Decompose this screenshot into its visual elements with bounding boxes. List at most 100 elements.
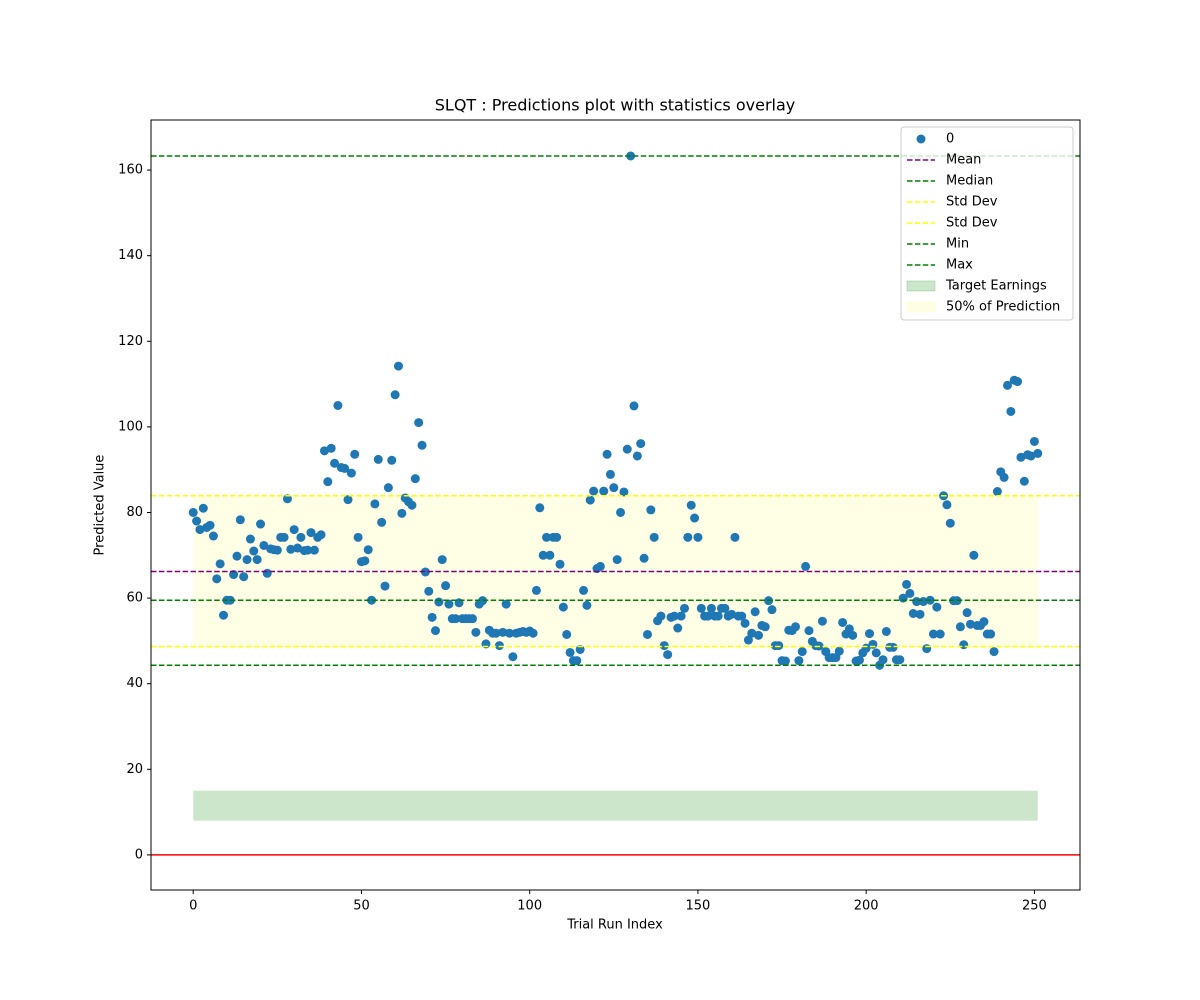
point bbox=[272, 545, 282, 555]
point bbox=[673, 623, 683, 633]
point bbox=[868, 639, 878, 649]
point bbox=[393, 361, 403, 371]
point bbox=[848, 630, 858, 640]
point bbox=[878, 655, 888, 665]
legend-marker bbox=[916, 134, 926, 144]
point bbox=[979, 617, 989, 627]
point bbox=[649, 532, 659, 542]
point bbox=[434, 597, 444, 607]
point bbox=[912, 597, 922, 607]
point bbox=[444, 599, 454, 609]
point bbox=[1002, 380, 1012, 390]
point bbox=[693, 532, 703, 542]
point bbox=[737, 611, 747, 621]
point bbox=[895, 655, 905, 665]
point bbox=[309, 545, 319, 555]
point bbox=[679, 603, 689, 613]
point bbox=[834, 646, 844, 656]
point bbox=[249, 546, 259, 556]
point bbox=[383, 483, 393, 493]
point bbox=[542, 532, 552, 542]
point bbox=[838, 617, 848, 627]
point bbox=[1029, 436, 1039, 446]
point bbox=[562, 629, 572, 639]
point bbox=[471, 627, 481, 637]
point bbox=[945, 518, 955, 528]
point bbox=[437, 555, 447, 565]
point bbox=[350, 449, 360, 459]
point bbox=[659, 641, 669, 651]
point bbox=[986, 629, 996, 639]
y-tick-label: 160 bbox=[118, 163, 143, 178]
point bbox=[545, 550, 555, 560]
point bbox=[932, 602, 942, 612]
point bbox=[1013, 377, 1023, 387]
point bbox=[794, 656, 804, 666]
y-tick-label: 20 bbox=[126, 762, 143, 777]
point bbox=[397, 508, 407, 518]
point bbox=[908, 609, 918, 619]
point bbox=[935, 629, 945, 639]
point bbox=[212, 574, 222, 584]
x-tick-label: 250 bbox=[1022, 899, 1047, 914]
legend-label: Max bbox=[946, 258, 973, 273]
point bbox=[1033, 448, 1043, 458]
point bbox=[646, 505, 656, 515]
x-axis-label: Trial Run Index bbox=[566, 918, 663, 933]
point bbox=[538, 550, 548, 560]
point bbox=[242, 555, 252, 565]
point bbox=[905, 588, 915, 598]
point bbox=[918, 597, 928, 607]
point bbox=[245, 534, 255, 544]
point bbox=[915, 609, 925, 619]
point bbox=[306, 528, 316, 538]
point bbox=[256, 519, 266, 529]
point bbox=[706, 603, 716, 613]
point bbox=[343, 495, 353, 505]
x-tick-label: 100 bbox=[517, 899, 542, 914]
point bbox=[363, 545, 373, 555]
point bbox=[1006, 406, 1016, 416]
point bbox=[760, 622, 770, 632]
point bbox=[552, 532, 562, 542]
point bbox=[219, 610, 229, 620]
y-tick-label: 80 bbox=[126, 505, 143, 520]
point bbox=[602, 449, 612, 459]
point bbox=[420, 567, 430, 577]
point bbox=[289, 525, 299, 535]
point bbox=[639, 553, 649, 563]
point bbox=[595, 561, 605, 571]
point bbox=[565, 647, 575, 657]
point bbox=[902, 579, 912, 589]
legend-label: Std Dev bbox=[946, 195, 998, 210]
point bbox=[922, 644, 932, 654]
point bbox=[720, 603, 730, 613]
x-tick-label: 50 bbox=[353, 899, 370, 914]
point bbox=[797, 647, 807, 657]
point bbox=[232, 551, 242, 561]
point bbox=[208, 531, 218, 541]
point bbox=[427, 612, 437, 622]
point bbox=[663, 650, 673, 660]
x-tick-label: 0 bbox=[189, 899, 197, 914]
point bbox=[881, 626, 891, 636]
chart-title: SLQT : Predictions plot with statistics … bbox=[435, 96, 796, 115]
point bbox=[373, 454, 383, 464]
point bbox=[622, 444, 632, 454]
point bbox=[817, 616, 827, 626]
point bbox=[999, 472, 1009, 482]
point bbox=[669, 611, 679, 621]
legend-label: 0 bbox=[946, 132, 954, 147]
point bbox=[451, 614, 461, 624]
axes-frame bbox=[150, 119, 1081, 891]
point bbox=[585, 495, 595, 505]
point bbox=[198, 503, 208, 513]
y-tick-label: 40 bbox=[126, 676, 143, 691]
point bbox=[780, 656, 790, 666]
point bbox=[215, 559, 225, 569]
point bbox=[727, 609, 737, 619]
point bbox=[683, 532, 693, 542]
point bbox=[609, 483, 619, 493]
point bbox=[713, 611, 723, 621]
